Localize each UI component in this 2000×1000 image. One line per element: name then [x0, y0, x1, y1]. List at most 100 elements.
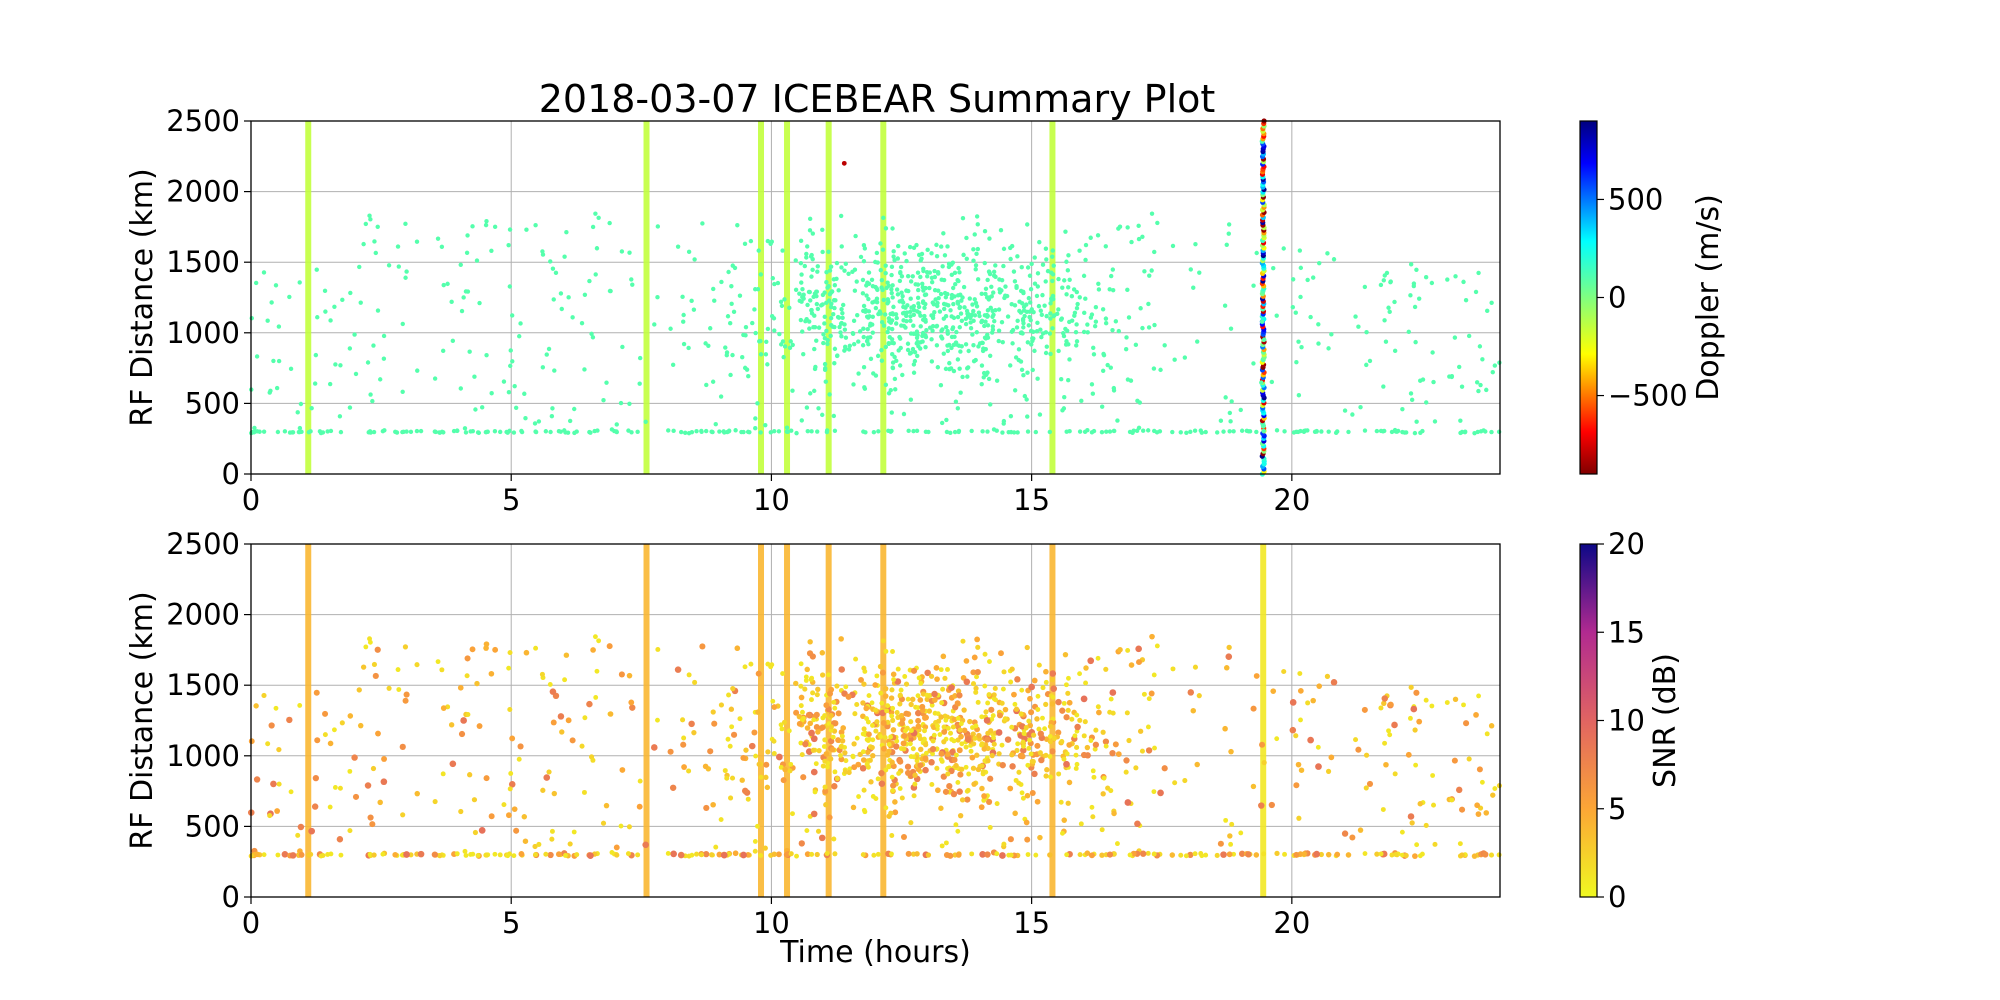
scatter-point [1026, 745, 1032, 751]
scatter-point [1084, 744, 1091, 751]
scatter-point [1063, 682, 1069, 688]
scatter-point [961, 252, 966, 258]
scatter-point [1313, 850, 1321, 858]
scatter-point [1195, 339, 1200, 344]
scatter-point [417, 850, 425, 858]
scatter-point [809, 653, 816, 660]
scatter-point [1341, 830, 1349, 837]
scatter-point [1088, 852, 1095, 859]
scatter-point [1228, 326, 1234, 331]
scatter-point [432, 429, 438, 434]
x-tick-label: 15 [1013, 906, 1050, 940]
scatter-point [793, 709, 800, 716]
y-tick-label: 2000 [166, 598, 240, 632]
scatter-point [618, 400, 624, 406]
scatter-point [248, 738, 255, 745]
scatter-point [891, 677, 897, 682]
scatter-point [1412, 853, 1418, 860]
scatter-point [1013, 355, 1019, 360]
scatter-point [892, 376, 898, 382]
scatter-point [796, 713, 803, 720]
scatter-point [983, 709, 989, 715]
scatter-point [289, 852, 297, 859]
scatter-point [1117, 646, 1123, 653]
scatter-point [758, 430, 763, 435]
scatter-point [996, 328, 1002, 333]
scatter-point [306, 429, 312, 435]
scatter-point [1027, 737, 1032, 743]
scatter-point [1085, 330, 1090, 335]
scatter-point [904, 288, 909, 293]
scatter-point [691, 730, 697, 736]
scatter-point [1074, 289, 1080, 295]
scatter-point [866, 296, 871, 302]
scatter-point [1231, 429, 1236, 434]
scatter-point [271, 358, 276, 364]
scatter-point [626, 824, 632, 830]
scatter-point [1214, 852, 1220, 859]
scatter-point [1047, 738, 1053, 745]
scatter-point [894, 710, 900, 716]
scatter-point [327, 381, 333, 387]
scatter-point [797, 291, 802, 296]
scatter-point [828, 315, 834, 321]
scatter-point [614, 429, 619, 435]
scatter-point [476, 723, 483, 730]
scatter-point [941, 301, 947, 307]
scatter-point [989, 284, 994, 289]
scatter-point [1047, 754, 1053, 759]
scatter-point [931, 732, 937, 738]
scatter-point [1387, 309, 1392, 315]
scatter-point [916, 287, 921, 293]
scatter-point [313, 352, 319, 358]
scatter-point [827, 737, 835, 745]
scatter-point [777, 331, 782, 337]
plot-frame [250, 120, 1501, 475]
scatter-point [517, 743, 524, 750]
scatter-point [1043, 350, 1049, 356]
scatter-point [806, 289, 812, 295]
scatter-point [985, 335, 991, 340]
scatter-point [1100, 791, 1106, 797]
scatter-point [1358, 404, 1363, 410]
scatter-point [999, 700, 1005, 706]
scatter-point [890, 295, 895, 300]
scatter-point [1140, 428, 1146, 433]
scatter-point [970, 741, 977, 747]
scatter-point [467, 772, 473, 778]
scatter-point [901, 323, 907, 329]
scatter-point [949, 314, 954, 319]
scatter-point [835, 314, 841, 320]
scatter-point [368, 392, 373, 397]
scatter-point [1193, 241, 1198, 247]
scatter-point [635, 852, 641, 858]
scatter-point [992, 318, 997, 324]
scatter-point [971, 343, 976, 348]
scatter-point [282, 429, 288, 434]
scatter-point [750, 320, 755, 326]
scatter-point [1084, 752, 1091, 759]
scatter-point [1259, 380, 1264, 385]
scatter-point [1318, 851, 1324, 858]
scatter-point [1047, 734, 1053, 739]
scatter-point [823, 802, 829, 808]
scatter-point [1162, 343, 1167, 348]
scatter-point [775, 753, 783, 761]
scatter-point [1127, 429, 1133, 435]
scatter-point [1192, 428, 1198, 433]
x-tick-label: 10 [753, 906, 790, 940]
scatter-point [510, 359, 515, 364]
scatter-point [652, 322, 657, 327]
scatter-point [312, 774, 319, 782]
scatter-point [1482, 851, 1489, 858]
scatter-point [807, 720, 814, 727]
scatter-point [562, 254, 567, 259]
scatter-point [483, 429, 489, 435]
scatter-point [708, 326, 713, 331]
scatter-point [820, 249, 825, 255]
scatter-point [1405, 751, 1412, 758]
scatter-point [414, 428, 420, 434]
scatter-point [838, 213, 844, 219]
scatter-point [1226, 222, 1232, 227]
scatter-point [588, 430, 593, 435]
